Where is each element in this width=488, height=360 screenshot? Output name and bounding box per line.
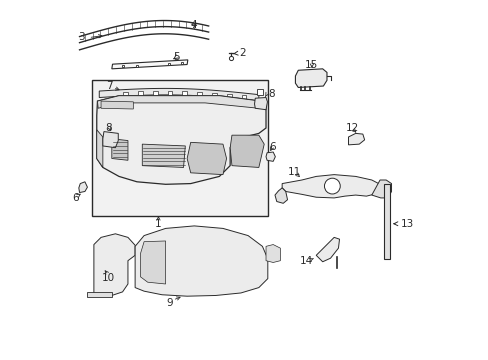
Polygon shape bbox=[142, 144, 185, 167]
Text: 2: 2 bbox=[233, 48, 245, 58]
Polygon shape bbox=[274, 188, 287, 203]
Text: 3: 3 bbox=[78, 32, 84, 41]
Polygon shape bbox=[112, 60, 187, 69]
Polygon shape bbox=[295, 69, 326, 87]
Polygon shape bbox=[97, 96, 265, 108]
Polygon shape bbox=[254, 98, 267, 110]
Bar bbox=[212, 93, 216, 98]
Text: 11: 11 bbox=[287, 167, 300, 177]
Text: 14: 14 bbox=[299, 256, 312, 266]
Bar bbox=[241, 95, 246, 100]
Polygon shape bbox=[135, 226, 267, 296]
Polygon shape bbox=[94, 234, 135, 296]
Bar bbox=[167, 91, 172, 96]
Text: 6: 6 bbox=[73, 193, 79, 203]
Text: 6: 6 bbox=[268, 141, 275, 152]
Polygon shape bbox=[265, 152, 275, 161]
Polygon shape bbox=[99, 89, 258, 101]
Polygon shape bbox=[140, 241, 165, 284]
Text: 9: 9 bbox=[165, 298, 172, 308]
Bar bbox=[182, 91, 187, 96]
Polygon shape bbox=[87, 292, 112, 297]
Polygon shape bbox=[102, 132, 118, 148]
Polygon shape bbox=[316, 237, 339, 262]
Bar bbox=[123, 92, 128, 96]
Polygon shape bbox=[230, 135, 264, 167]
Bar bbox=[138, 91, 142, 96]
Polygon shape bbox=[112, 139, 128, 160]
Text: 5: 5 bbox=[173, 52, 179, 62]
Text: 1: 1 bbox=[155, 219, 162, 229]
Text: 15: 15 bbox=[305, 60, 318, 70]
Polygon shape bbox=[371, 180, 391, 198]
Bar bbox=[197, 92, 202, 96]
Polygon shape bbox=[348, 134, 364, 145]
Text: 12: 12 bbox=[345, 123, 358, 133]
Text: 10: 10 bbox=[102, 273, 115, 283]
Bar bbox=[257, 89, 263, 95]
Text: 8: 8 bbox=[105, 123, 112, 133]
Text: 13: 13 bbox=[393, 219, 413, 229]
Polygon shape bbox=[97, 96, 265, 184]
Bar bbox=[384, 184, 389, 259]
Text: 4: 4 bbox=[190, 20, 197, 30]
Text: 7: 7 bbox=[105, 81, 112, 91]
Polygon shape bbox=[187, 142, 226, 175]
Polygon shape bbox=[101, 101, 133, 109]
Polygon shape bbox=[282, 175, 379, 198]
Polygon shape bbox=[79, 182, 87, 193]
Text: 8: 8 bbox=[267, 89, 274, 99]
Bar bbox=[92, 80, 267, 216]
Polygon shape bbox=[265, 244, 280, 262]
Bar bbox=[153, 91, 157, 95]
Circle shape bbox=[324, 178, 340, 194]
Polygon shape bbox=[97, 130, 102, 167]
Bar bbox=[226, 94, 231, 99]
